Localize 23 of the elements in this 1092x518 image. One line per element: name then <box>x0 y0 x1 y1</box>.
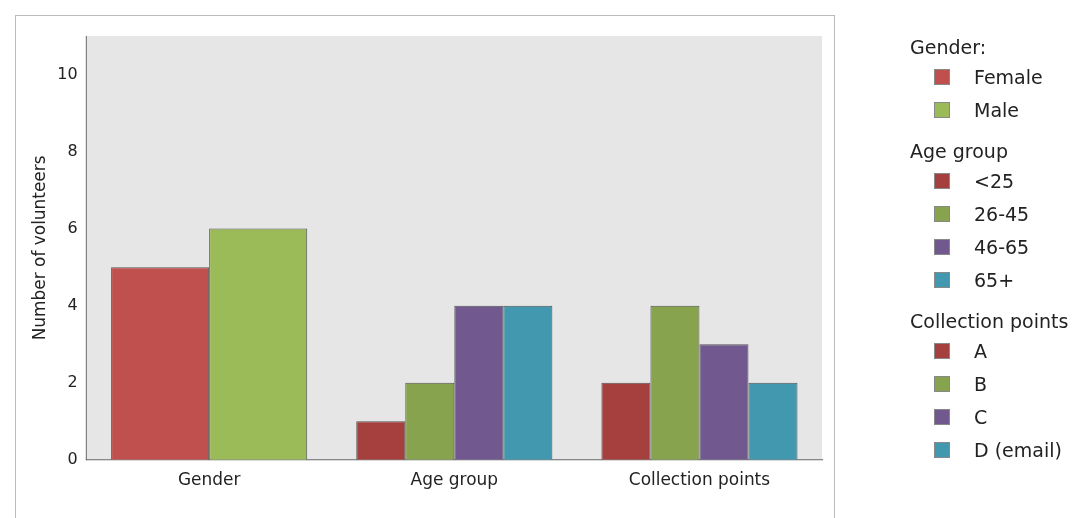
y-tick-label: 6 <box>67 217 78 237</box>
text: Collection points <box>910 310 1069 332</box>
x-tick-label: Collection points <box>628 469 771 490</box>
legend-label: <25 <box>974 169 1015 192</box>
legend-label: C <box>974 405 988 428</box>
legend-label: 65+ <box>974 268 1015 291</box>
y-tick-label: 8 <box>67 140 78 160</box>
y-tick-label: 2 <box>67 371 78 391</box>
y-axis-title: Number of volunteers <box>28 155 49 341</box>
y-tick-label: 0 <box>67 449 78 468</box>
legend-title: Gender: <box>910 36 988 58</box>
legend-label: D (email) <box>974 438 1062 461</box>
legend-label: Female <box>974 65 1043 88</box>
x-tick-label: Age group <box>410 469 499 490</box>
text: Age group <box>910 140 1009 162</box>
legend-label: A <box>974 339 987 362</box>
legend-label: B <box>974 372 988 395</box>
legend-label: 46-65 <box>974 235 1030 258</box>
legend-label: 26-45 <box>974 202 1030 225</box>
y-tick-label: 4 <box>67 294 78 314</box>
x-tick-label: Gender <box>177 469 241 490</box>
legend-label: Male <box>974 98 1020 121</box>
y-tick-label: 10 <box>57 63 78 83</box>
